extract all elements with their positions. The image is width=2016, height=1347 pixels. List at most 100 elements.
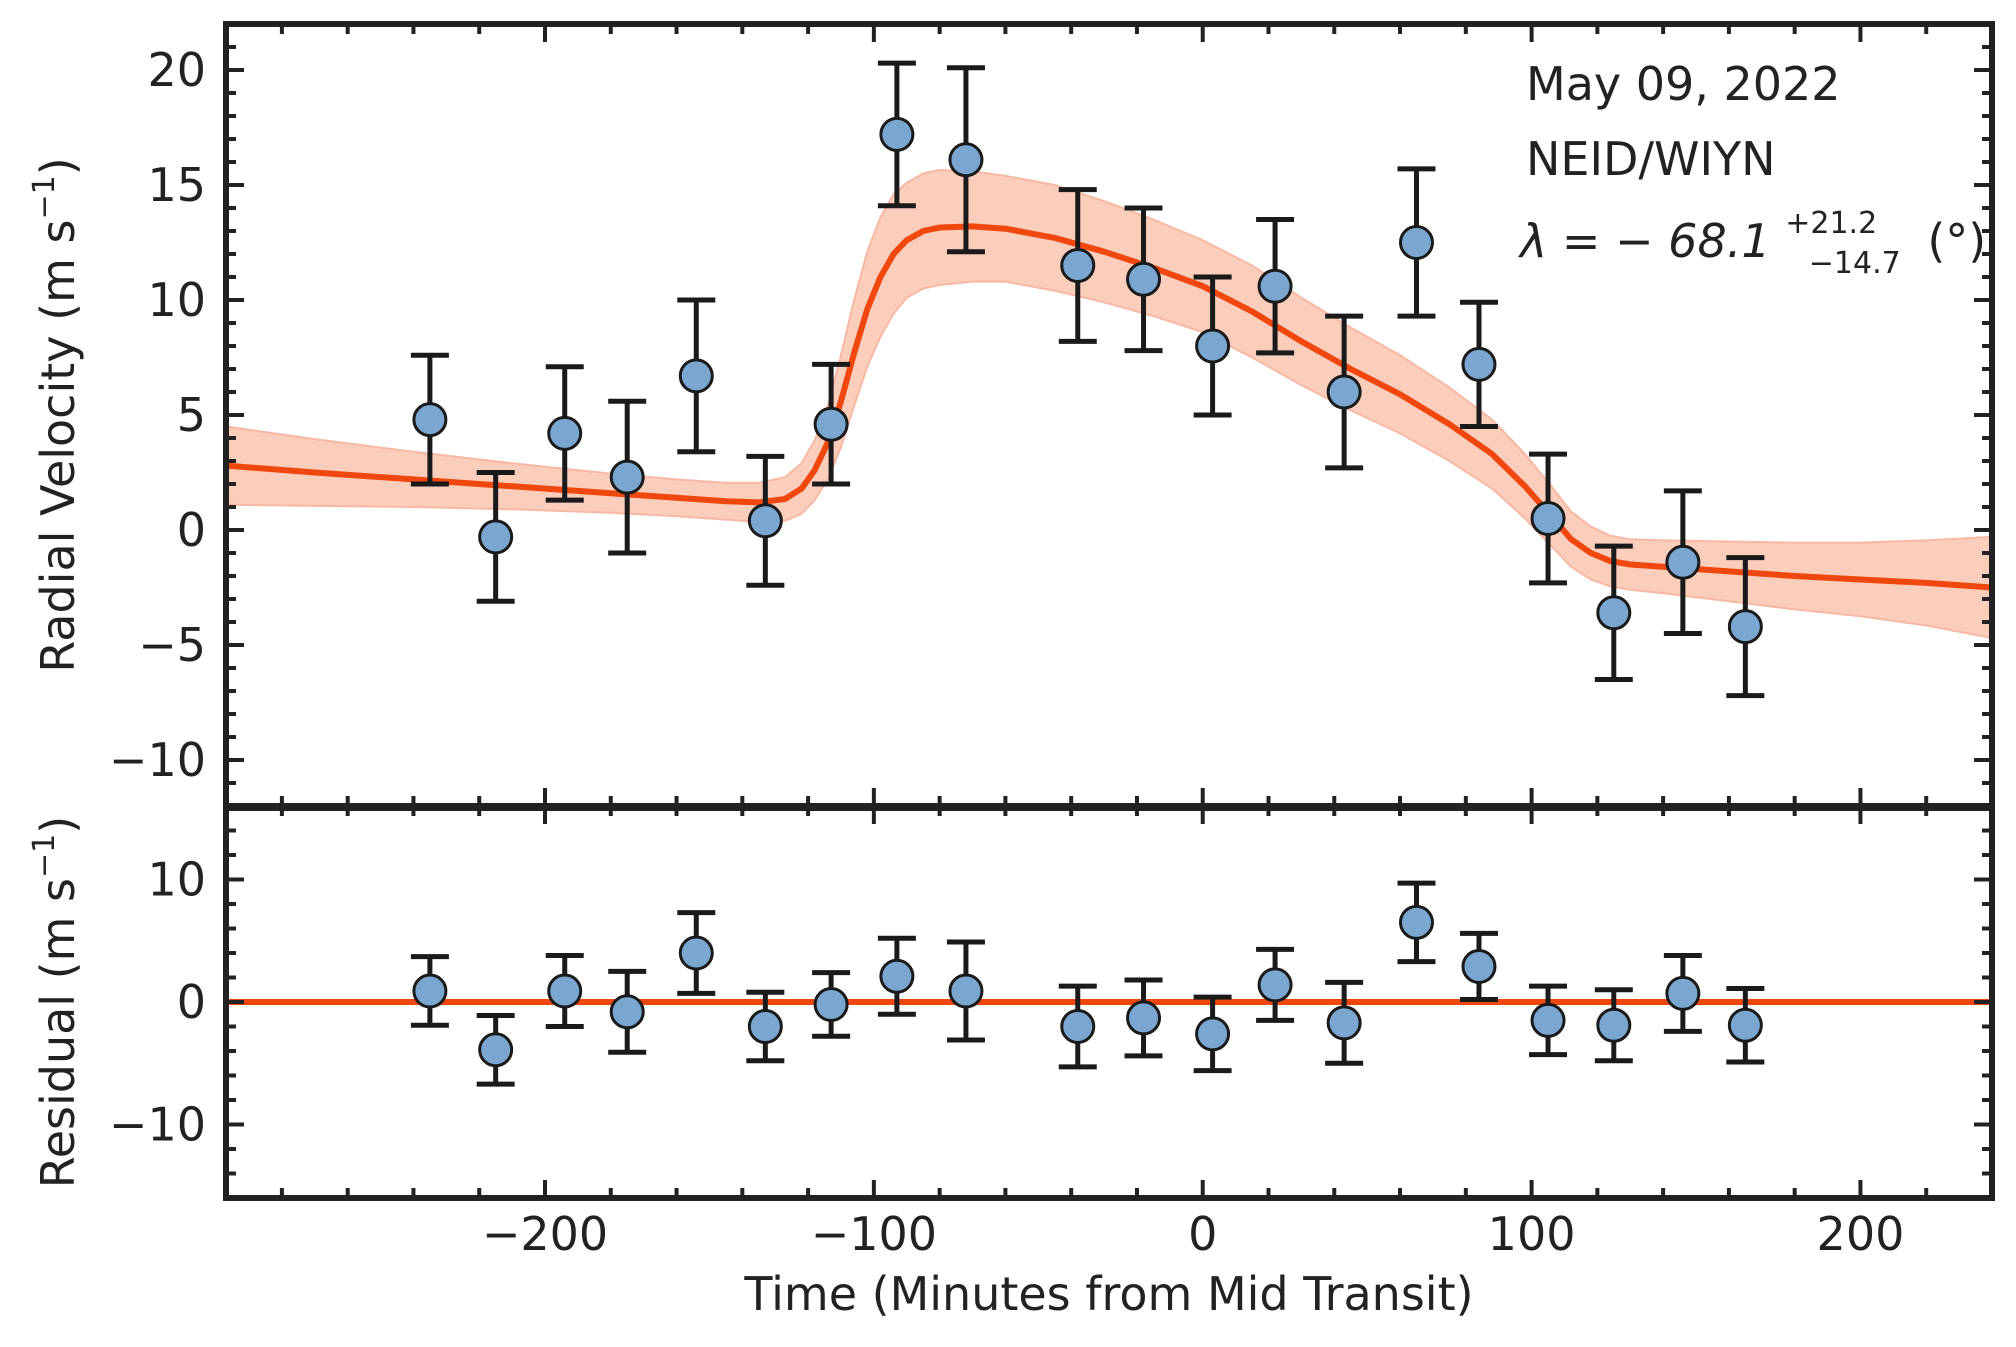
residual-marker [1126,1000,1162,1036]
lambda-value: λ = − 68.1 [1517,214,1771,268]
residual-point-17 [1529,983,1568,1058]
x-tick-label: 0 [1188,1207,1217,1261]
residual-point-6 [746,989,785,1064]
rv-marker [948,142,984,178]
rv-point-20 [1726,555,1765,699]
residual-marker [879,958,915,994]
residual-marker [547,973,583,1009]
residual-point-20 [1726,986,1765,1065]
rv-marker [547,415,583,451]
residual-point-8 [877,935,916,1017]
rv-marker [747,503,783,539]
rv-marker [1665,544,1701,580]
rv-y-tick-labels: −10 −5 0 5 10 15 20 [109,43,206,787]
rv-marker [1530,501,1566,536]
residual-data-points [410,880,1765,1087]
rv-data-points [410,60,1765,699]
rv-marker [1326,374,1362,410]
rv-point-3 [545,364,584,503]
rv-y-axis-label: Radial Velocity (m s−1) [27,157,85,672]
residual-y-tick-label: 0 [177,975,206,1029]
residual-point-2 [476,1012,515,1087]
residual-marker [1060,1009,1096,1044]
residual-point-10 [1058,983,1097,1070]
residual-marker [609,994,645,1030]
annotation-instrument: NEID/WIYN [1526,132,1776,186]
residual-marker [948,973,984,1009]
rv-marker [1126,261,1162,297]
rv-marker [609,459,645,495]
rv-marker [1257,268,1293,304]
rv-y-tick-label: 15 [147,158,206,212]
x-axis-label: Time (Minutes from Mid Transit) [743,1267,1473,1321]
lambda-unit: (°) [1927,214,1986,268]
residual-marker [1257,967,1293,1003]
rv-point-8 [877,60,916,209]
rv-point-9 [946,65,985,255]
rv-y-tick-label: 0 [177,503,206,557]
rv-marker [1060,248,1096,283]
rv-point-6 [746,453,785,588]
residual-marker [1665,975,1701,1011]
rv-point-5 [677,297,716,455]
residual-point-7 [812,970,851,1039]
residual-marker [1195,1016,1231,1052]
residual-y-tick-label: 10 [147,853,206,907]
residual-marker [1398,904,1434,940]
rv-point-19 [1663,488,1702,636]
residual-marker [478,1032,514,1068]
residual-point-11 [1124,977,1163,1059]
residual-point-19 [1663,952,1702,1034]
annotation-lambda: λ = − 68.1 +21.2 −14.7 (°) [1517,190,1986,284]
rv-point-15 [1397,166,1436,319]
rv-y-tick-label: 20 [147,43,206,97]
lambda-upper-error: +21.2 [1785,206,1877,241]
rv-point-13 [1256,217,1295,356]
rv-marker [1727,609,1763,645]
residual-marker [1326,1005,1362,1041]
residual-marker [1727,1007,1763,1043]
residual-y-axis-label: Residual (m s−1) [27,816,85,1188]
residual-point-12 [1193,994,1232,1074]
rv-marker [478,519,514,555]
rv-marker [1195,328,1231,364]
residual-point-15 [1397,880,1436,965]
residual-point-4 [608,968,647,1055]
rv-marker [813,406,849,442]
x-tick-label: 200 [1817,1207,1905,1261]
residual-point-13 [1256,946,1295,1023]
residual-point-14 [1325,979,1364,1066]
rv-point-12 [1193,274,1232,418]
residual-point-9 [946,939,985,1043]
rv-point-7 [812,361,851,487]
rv-point-16 [1459,299,1498,429]
rv-y-tick-label: 10 [147,273,206,327]
rv-point-10 [1058,187,1097,344]
residual-marker [813,986,849,1022]
residual-y-tick-label: −10 [109,1098,206,1152]
x-tick-label: −100 [811,1207,937,1261]
rv-y-tick-label: −10 [109,733,206,787]
rv-point-17 [1529,451,1568,586]
rv-marker [1398,225,1434,260]
residual-point-18 [1594,987,1633,1064]
x-tick-label: 100 [1488,1207,1576,1261]
residual-marker [412,973,448,1009]
annotation-date: May 09, 2022 [1526,57,1841,111]
rv-marker [412,402,448,438]
residual-marker [678,935,714,971]
rv-point-2 [476,470,515,604]
rv-y-tick-label: 5 [177,388,206,442]
residual-point-5 [677,910,716,996]
residual-marker [1596,1007,1632,1043]
rv-marker [879,116,915,152]
x-tick-label: −200 [482,1207,608,1261]
residual-marker [1461,948,1497,984]
x-tick-labels: −200 −100 0 100 200 [482,1207,1905,1261]
residual-point-3 [545,952,584,1029]
bottom-panel-ticks [226,804,1994,1200]
rv-marker [678,358,714,394]
lambda-lower-error: −14.7 [1809,246,1901,281]
